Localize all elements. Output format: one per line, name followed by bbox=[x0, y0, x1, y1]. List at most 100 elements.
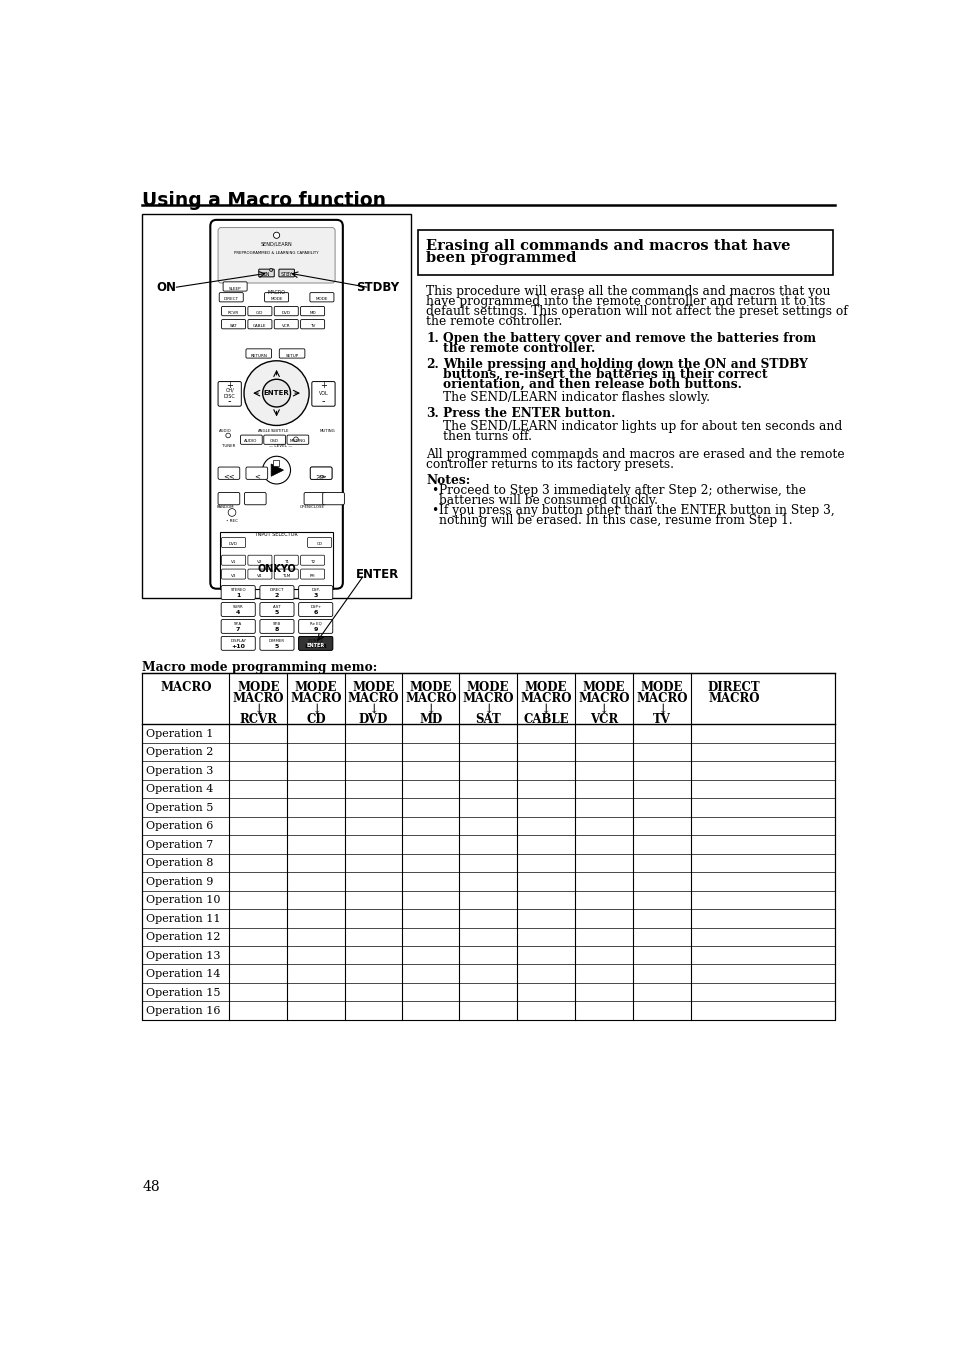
Text: Notes:: Notes: bbox=[426, 474, 470, 486]
Text: DISPLAY: DISPLAY bbox=[230, 639, 246, 643]
Text: MACRO: MACRO bbox=[267, 290, 285, 295]
Text: +10: +10 bbox=[231, 644, 245, 648]
Text: VCR: VCR bbox=[282, 324, 291, 328]
Text: DVD: DVD bbox=[358, 713, 388, 727]
Text: INPUT SELECTOR: INPUT SELECTOR bbox=[255, 532, 297, 536]
Text: While pressing and holding down the ON and STDBY: While pressing and holding down the ON a… bbox=[443, 358, 807, 370]
Text: SAT: SAT bbox=[230, 324, 237, 328]
Text: DIRECT: DIRECT bbox=[223, 297, 238, 301]
FancyBboxPatch shape bbox=[264, 435, 285, 444]
Text: ↓: ↓ bbox=[311, 703, 321, 716]
Text: ZONE 2: ZONE 2 bbox=[308, 639, 323, 643]
FancyBboxPatch shape bbox=[279, 349, 305, 358]
Text: ON: ON bbox=[262, 273, 270, 277]
Text: ENTER: ENTER bbox=[306, 643, 324, 648]
Text: T1: T1 bbox=[283, 561, 289, 565]
Text: ↓: ↓ bbox=[657, 703, 667, 716]
Text: VCR: VCR bbox=[589, 713, 618, 727]
Text: >>: >> bbox=[314, 473, 327, 480]
Text: nothing will be erased. In this case, resume from Step 1.: nothing will be erased. In this case, re… bbox=[438, 513, 791, 527]
FancyBboxPatch shape bbox=[218, 381, 241, 407]
Text: • REC: • REC bbox=[226, 519, 237, 523]
FancyBboxPatch shape bbox=[298, 585, 333, 600]
Text: Operation 11: Operation 11 bbox=[146, 913, 221, 924]
Text: 9: 9 bbox=[314, 627, 317, 632]
FancyBboxPatch shape bbox=[298, 636, 333, 650]
Text: controller returns to its factory presets.: controller returns to its factory preset… bbox=[426, 458, 674, 470]
Bar bbox=[220, 532, 333, 589]
Text: MODE: MODE bbox=[466, 681, 509, 694]
Text: then turns off.: then turns off. bbox=[443, 430, 532, 443]
Text: Press the ENTER button.: Press the ENTER button. bbox=[443, 407, 615, 420]
Text: •: • bbox=[431, 484, 437, 497]
Text: Operation 14: Operation 14 bbox=[146, 969, 221, 979]
Text: DSP-: DSP- bbox=[311, 588, 320, 592]
Text: All programmed commands and macros are erased and the remote: All programmed commands and macros are e… bbox=[426, 447, 844, 461]
Text: MODE: MODE bbox=[409, 681, 452, 694]
Text: buttons, re-insert the batteries in their correct: buttons, re-insert the batteries in thei… bbox=[443, 367, 767, 381]
Text: — LEVEL —: — LEVEL — bbox=[269, 444, 292, 449]
FancyBboxPatch shape bbox=[298, 620, 333, 634]
FancyBboxPatch shape bbox=[300, 569, 324, 580]
Text: Operation 10: Operation 10 bbox=[146, 896, 221, 905]
Text: ENTER: ENTER bbox=[304, 644, 327, 648]
Text: DIRECT: DIRECT bbox=[270, 588, 284, 592]
Text: 8: 8 bbox=[274, 627, 279, 632]
Text: SETUP: SETUP bbox=[285, 354, 298, 358]
Text: MACRO: MACRO bbox=[707, 692, 759, 705]
FancyBboxPatch shape bbox=[244, 493, 266, 505]
FancyBboxPatch shape bbox=[218, 467, 239, 480]
Text: MACRO: MACRO bbox=[233, 692, 284, 705]
Text: DVD: DVD bbox=[281, 311, 291, 315]
Text: Operation 16: Operation 16 bbox=[146, 1006, 221, 1016]
Text: MACRO: MACRO bbox=[462, 692, 514, 705]
FancyBboxPatch shape bbox=[219, 293, 243, 301]
Text: Using a Macro function: Using a Macro function bbox=[142, 192, 386, 211]
Text: +: + bbox=[226, 381, 233, 390]
Text: SURR: SURR bbox=[233, 605, 243, 609]
Text: ON: ON bbox=[156, 281, 176, 295]
Text: CABLE: CABLE bbox=[522, 713, 568, 727]
FancyBboxPatch shape bbox=[264, 293, 289, 301]
FancyBboxPatch shape bbox=[221, 585, 255, 600]
FancyBboxPatch shape bbox=[248, 555, 272, 565]
FancyBboxPatch shape bbox=[310, 467, 332, 480]
Text: 2.: 2. bbox=[426, 358, 438, 370]
Text: Operation 1: Operation 1 bbox=[146, 728, 213, 739]
Text: Erasing all commands and macros that have: Erasing all commands and macros that hav… bbox=[426, 239, 790, 253]
Text: MACRO: MACRO bbox=[519, 692, 571, 705]
Text: SAT: SAT bbox=[475, 713, 500, 727]
FancyBboxPatch shape bbox=[221, 307, 245, 316]
FancyBboxPatch shape bbox=[274, 307, 298, 316]
Text: 4: 4 bbox=[235, 611, 240, 615]
Text: TLM: TLM bbox=[282, 574, 290, 578]
FancyBboxPatch shape bbox=[221, 569, 245, 580]
Text: SLEEP: SLEEP bbox=[229, 286, 241, 290]
Text: <<: << bbox=[223, 473, 234, 480]
Circle shape bbox=[262, 457, 291, 484]
Text: ONKYO: ONKYO bbox=[257, 563, 295, 574]
Text: MODE: MODE bbox=[640, 681, 682, 694]
Text: ↓: ↓ bbox=[540, 703, 551, 716]
FancyBboxPatch shape bbox=[246, 467, 268, 480]
Text: have programmed into the remote controller and return it to its: have programmed into the remote controll… bbox=[426, 296, 824, 308]
Text: MODE: MODE bbox=[315, 297, 328, 301]
Text: This procedure will erase all the commands and macros that you: This procedure will erase all the comman… bbox=[426, 285, 830, 299]
FancyBboxPatch shape bbox=[248, 307, 272, 316]
FancyBboxPatch shape bbox=[218, 227, 335, 282]
Text: MACRO: MACRO bbox=[636, 692, 687, 705]
Text: V2: V2 bbox=[257, 561, 262, 565]
Text: V3: V3 bbox=[231, 574, 236, 578]
Text: ENTER: ENTER bbox=[263, 390, 289, 396]
Text: STDBY: STDBY bbox=[355, 281, 398, 295]
Text: MUTING: MUTING bbox=[319, 428, 335, 432]
FancyBboxPatch shape bbox=[221, 603, 255, 616]
Text: If you press any button other than the ENTER button in Step 3,: If you press any button other than the E… bbox=[438, 504, 834, 517]
FancyBboxPatch shape bbox=[274, 569, 298, 580]
FancyBboxPatch shape bbox=[310, 293, 334, 301]
Text: ↓: ↓ bbox=[425, 703, 436, 716]
FancyBboxPatch shape bbox=[278, 269, 294, 277]
Text: ↓: ↓ bbox=[368, 703, 378, 716]
Text: 1: 1 bbox=[235, 593, 240, 598]
Text: MODE: MODE bbox=[582, 681, 624, 694]
